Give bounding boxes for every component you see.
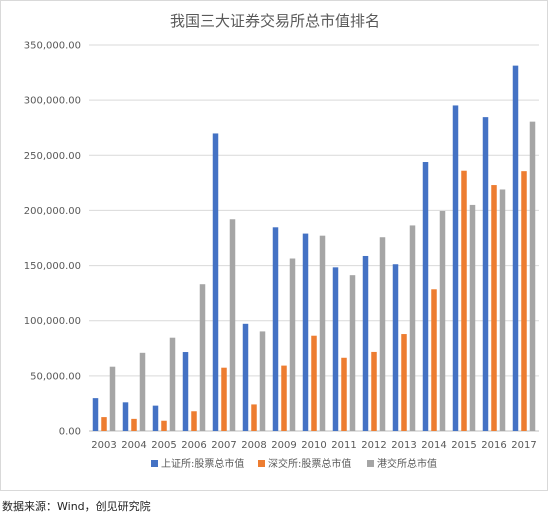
bar — [259, 331, 266, 431]
bar — [431, 289, 437, 431]
bar — [152, 405, 159, 431]
bar — [242, 323, 249, 431]
bar — [512, 65, 519, 432]
x-tick-label: 2004 — [121, 440, 146, 451]
bar — [199, 284, 206, 431]
bar — [109, 366, 116, 431]
bar — [101, 417, 107, 431]
x-tick-label: 2014 — [421, 440, 446, 451]
bar — [409, 225, 416, 431]
bar — [349, 275, 356, 431]
chart-title: 我国三大证券交易所总市值排名 — [170, 12, 380, 30]
bar — [491, 185, 497, 431]
legend-swatch — [151, 460, 158, 467]
bar — [371, 351, 377, 431]
bar — [422, 162, 429, 432]
bar — [521, 171, 527, 431]
bar — [379, 237, 386, 431]
y-tick-label: 300,000.00 — [24, 96, 81, 107]
bar — [499, 189, 506, 431]
bar — [139, 352, 146, 431]
legend-label: 深交所:股票总市值 — [268, 457, 351, 470]
bar — [439, 210, 446, 431]
y-tick-label: 350,000.00 — [24, 41, 81, 52]
bar — [452, 105, 459, 431]
x-tick-label: 2015 — [451, 440, 476, 451]
x-tick-label: 2008 — [241, 440, 266, 451]
bar — [161, 420, 167, 431]
x-tick-label: 2006 — [181, 440, 206, 451]
bars — [92, 65, 536, 432]
legend-label: 上证所:股票总市值 — [161, 457, 244, 470]
bar — [332, 267, 339, 431]
bar — [169, 337, 176, 431]
bar — [319, 235, 326, 431]
y-tick-label: 50,000.00 — [30, 371, 81, 382]
bar — [122, 402, 129, 431]
bar — [182, 352, 189, 431]
x-tick-label: 2013 — [391, 440, 416, 451]
x-tick-label: 2010 — [301, 440, 326, 451]
x-tick-label: 2009 — [271, 440, 296, 451]
gridlines — [89, 44, 539, 432]
bar — [92, 398, 99, 431]
bar — [212, 133, 219, 431]
y-tick-label: 150,000.00 — [24, 261, 81, 272]
source-note: 数据来源：Wind，创见研究院 — [2, 500, 151, 513]
bar — [289, 258, 296, 431]
bar — [251, 404, 257, 431]
x-tick-label: 2003 — [91, 440, 116, 451]
x-tick-label: 2017 — [511, 440, 536, 451]
bar — [482, 117, 489, 431]
bar — [401, 334, 407, 431]
x-tick-label: 2011 — [331, 440, 356, 451]
bar — [469, 204, 476, 431]
x-tick-label: 2005 — [151, 440, 176, 451]
y-axis-ticks: 0.00 50,000.00 100,000.00 150,000.00 200,000… — [24, 41, 81, 438]
bar — [281, 365, 287, 431]
legend: 上证所:股票总市值 深交所:股票总市值 港交所总市值 — [151, 457, 437, 470]
bar — [272, 227, 279, 431]
y-tick-label: 250,000.00 — [24, 151, 81, 162]
chart-frame: 我国三大证券交易所总市值排名 0.00 50,000.00 100,000.00 15… — [0, 0, 548, 491]
y-tick-label: 0.00 — [59, 427, 81, 438]
bar — [461, 170, 467, 431]
y-tick-label: 100,000.00 — [24, 316, 81, 327]
x-tick-label: 2016 — [481, 440, 506, 451]
bar — [221, 367, 227, 431]
bar — [229, 219, 236, 431]
bar — [191, 411, 197, 431]
legend-swatch — [258, 460, 265, 467]
bar — [311, 335, 317, 431]
y-tick-label: 200,000.00 — [24, 206, 81, 217]
bar — [529, 121, 536, 432]
legend-swatch — [367, 460, 374, 467]
bar — [392, 264, 399, 431]
bar — [362, 255, 369, 431]
x-axis-ticks: 2003 2004 2005 2006 2007 2008 2009 2010 2011 2012… — [91, 440, 536, 451]
legend-label: 港交所总市值 — [377, 457, 437, 470]
bar — [131, 418, 137, 431]
x-tick-label: 2007 — [211, 440, 236, 451]
bar — [341, 357, 347, 431]
bar-chart: 我国三大证券交易所总市值排名 0.00 50,000.00 100,000.00 15… — [24, 12, 539, 470]
bar — [302, 233, 309, 431]
x-tick-label: 2012 — [361, 440, 386, 451]
